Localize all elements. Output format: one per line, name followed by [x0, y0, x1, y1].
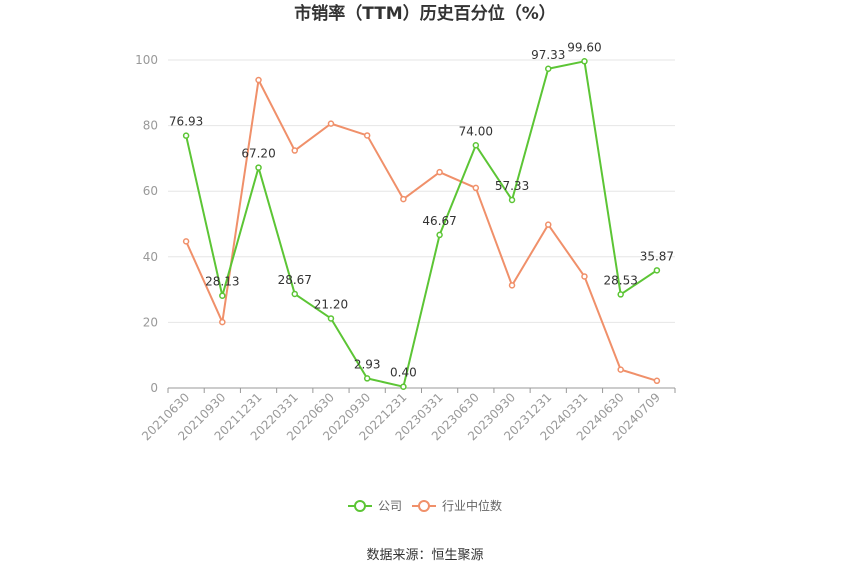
data-point-1[interactable] [182, 238, 190, 245]
data-label: 35.87 [640, 249, 674, 263]
data-point-1[interactable] [255, 76, 262, 84]
data-label: 0.40 [390, 366, 417, 380]
chart-title: 市销率（TTM）历史百分位（%） [294, 3, 556, 24]
data-point-0[interactable] [653, 267, 661, 274]
data-point-1[interactable] [219, 318, 226, 326]
data-point-0[interactable] [545, 65, 552, 73]
data-label: 28.67 [278, 273, 312, 287]
data-point-1[interactable] [508, 282, 516, 289]
data-point-0[interactable] [363, 375, 371, 382]
data-label: 57.33 [495, 179, 529, 193]
data-point-0[interactable] [291, 290, 298, 298]
data-label: 21.20 [314, 297, 348, 311]
data-label: 28.13 [205, 275, 239, 289]
legend-item-1[interactable]: 行业中位数 [412, 498, 502, 513]
data-label: 97.33 [531, 48, 565, 62]
data-point-1[interactable] [400, 195, 407, 203]
data-label: 46.67 [422, 214, 456, 228]
data-point-0[interactable] [255, 164, 262, 171]
source-note: 数据来源：恒生聚源 [366, 548, 483, 563]
y-tick-label: 80 [143, 119, 158, 133]
y-tick-label: 20 [143, 315, 158, 329]
data-point-0[interactable] [472, 142, 480, 149]
data-point-1[interactable] [436, 168, 443, 176]
data-label: 74.00 [459, 124, 493, 138]
data-point-0[interactable] [219, 292, 226, 299]
legend-marker [354, 500, 366, 512]
data-point-1[interactable] [472, 184, 480, 192]
data-point-1[interactable] [363, 132, 371, 139]
data-point-0[interactable] [327, 315, 335, 322]
data-label: 99.60 [567, 40, 601, 54]
grid-lines [168, 59, 675, 323]
y-tick-label: 40 [143, 250, 158, 264]
series-line-1 [185, 79, 658, 382]
data-label: 28.53 [603, 273, 637, 287]
legend-label: 行业中位数 [442, 498, 502, 513]
series-line-0 [185, 60, 658, 388]
legend-item-0[interactable]: 公司 [348, 499, 402, 513]
y-tick-label: 100 [135, 53, 158, 67]
data-point-1[interactable] [545, 221, 552, 228]
data-point-1[interactable] [617, 366, 624, 373]
series-layer [182, 58, 661, 390]
x-axis: 2021063020210930202112312022033120220630… [139, 387, 676, 443]
data-point-0[interactable] [508, 196, 516, 204]
y-tick-label: 60 [143, 184, 158, 198]
data-point-0[interactable] [617, 291, 624, 298]
data-point-0[interactable] [182, 132, 190, 139]
data-label: 2.93 [354, 357, 381, 371]
legend-label: 公司 [378, 499, 402, 513]
data-point-0[interactable] [400, 383, 407, 390]
legend-marker [418, 500, 430, 512]
data-point-1[interactable] [581, 273, 588, 280]
data-point-1[interactable] [291, 147, 298, 154]
data-point-0[interactable] [581, 58, 588, 65]
y-tick-label: 0 [150, 381, 158, 395]
data-point-1[interactable] [653, 377, 661, 385]
y-axis: 0 20 40 60 80 100 [135, 53, 158, 395]
data-label: 67.20 [241, 147, 275, 161]
data-point-0[interactable] [436, 231, 443, 239]
data-point-1[interactable] [327, 120, 335, 127]
data-label: 76.93 [169, 115, 203, 129]
legend[interactable]: 公司 行业中位数 [348, 498, 502, 513]
